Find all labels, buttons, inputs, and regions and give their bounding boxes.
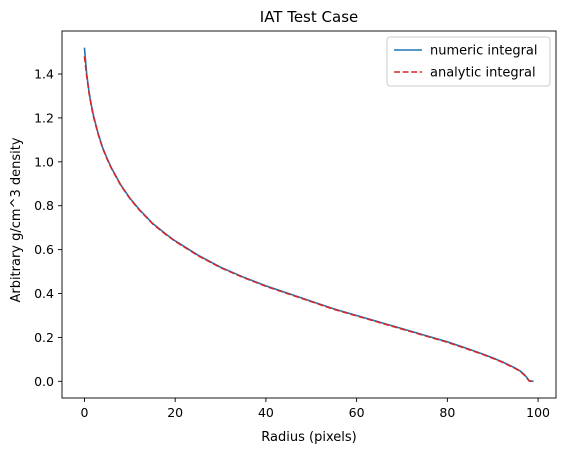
x-tick-label: 80: [439, 405, 455, 420]
plot-area: [61, 30, 557, 399]
y-axis: 0.0 0.2 0.4 0.6 0.8 1.0 1.2 1.4: [34, 67, 62, 389]
plot-frame: [61, 30, 557, 399]
y-tick-label: 1.0: [34, 154, 54, 169]
x-tick-label: 40: [258, 405, 274, 420]
y-axis-label: Arbitrary g/cm^3 density: [9, 137, 24, 302]
x-tick-label: 20: [167, 405, 183, 420]
legend-box: [386, 36, 551, 87]
y-tick-label: 1.2: [34, 110, 54, 125]
y-tick-label: 0.0: [34, 374, 54, 389]
y-tick-label: 0.8: [34, 198, 54, 213]
series-line-2: [83, 56, 534, 383]
y-tick-label: 0.6: [34, 242, 54, 257]
legend-label-2: analytic integral: [430, 66, 536, 81]
legend-label-1: numeric integral: [430, 44, 538, 59]
y-tick-label: 0.4: [34, 286, 54, 301]
chart-title: IAT Test Case: [260, 8, 358, 26]
x-tick-label: 0: [80, 405, 88, 420]
legend: numeric integral analytic integral: [386, 36, 551, 87]
y-tick-label: 0.2: [34, 330, 54, 345]
series-line-1: [83, 47, 534, 383]
x-axis-label: Radius (pixels): [261, 430, 356, 445]
x-tick-label: 100: [526, 405, 550, 420]
y-tick-label: 1.4: [34, 67, 54, 82]
x-axis: 0 20 40 60 80 100: [80, 398, 550, 420]
x-tick-label: 60: [349, 405, 365, 420]
